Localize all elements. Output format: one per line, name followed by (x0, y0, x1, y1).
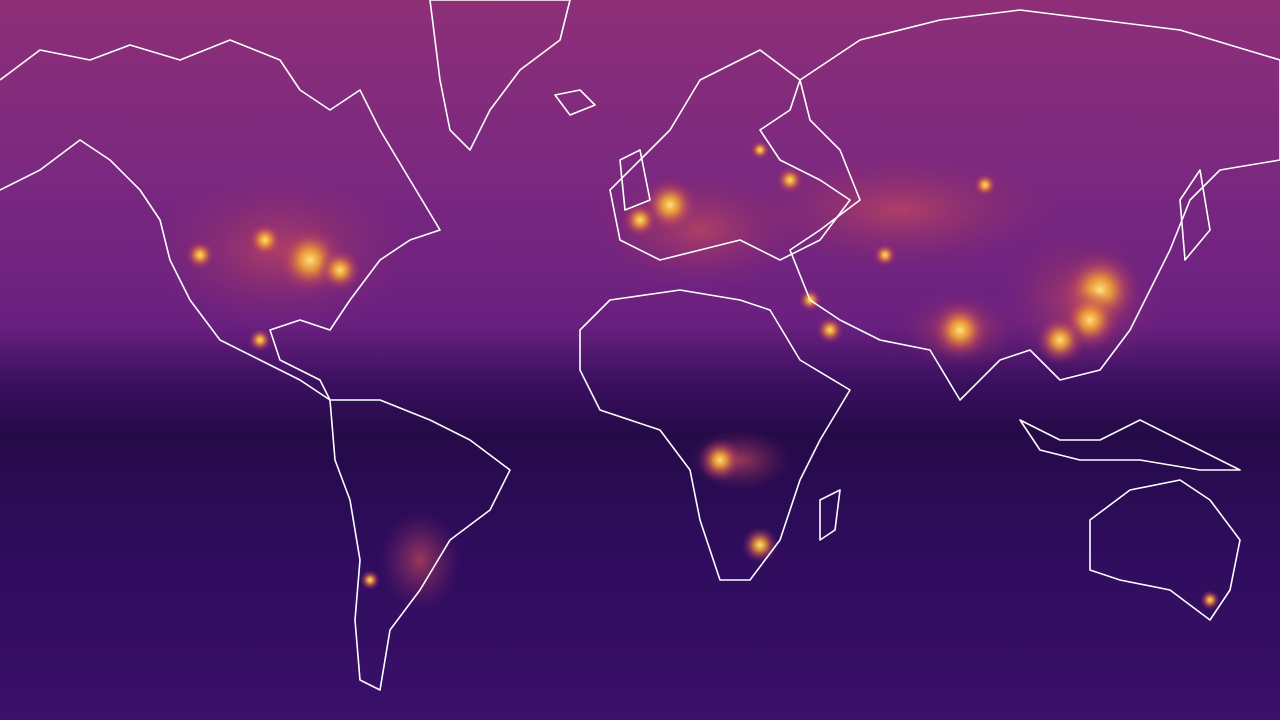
warm-region (380, 510, 460, 610)
coastline-europe (609, 49, 851, 261)
coastline-south-america (329, 399, 511, 691)
hotspot (247, 222, 283, 258)
hotspot (973, 173, 997, 197)
hotspot (698, 438, 742, 482)
coastlines (0, 0, 1280, 691)
coastline-greenland (429, 0, 571, 151)
hotspot (360, 570, 380, 590)
hotspot (873, 243, 897, 267)
coastline-uk (619, 149, 651, 211)
coastline-japan (1179, 169, 1211, 261)
coastline-madagascar (819, 489, 841, 541)
coastline-australia (1089, 479, 1241, 621)
hotspot (185, 240, 215, 270)
coastline-north-america (0, 39, 441, 401)
coastline-africa (579, 289, 851, 581)
coastline-indonesia (1019, 419, 1241, 471)
hotspot (816, 316, 844, 344)
hotspot (248, 328, 272, 352)
hotspot (750, 140, 770, 160)
emission-layer (150, 140, 1220, 610)
coastline-iceland (554, 89, 596, 116)
hotspot (1035, 315, 1085, 365)
hotspot (776, 166, 804, 194)
hotspot (930, 300, 990, 360)
hotspot (1200, 590, 1220, 610)
coastline-asia (789, 9, 1280, 401)
hotspot (318, 248, 362, 292)
hotspot (742, 527, 778, 563)
hotspot (622, 202, 658, 238)
